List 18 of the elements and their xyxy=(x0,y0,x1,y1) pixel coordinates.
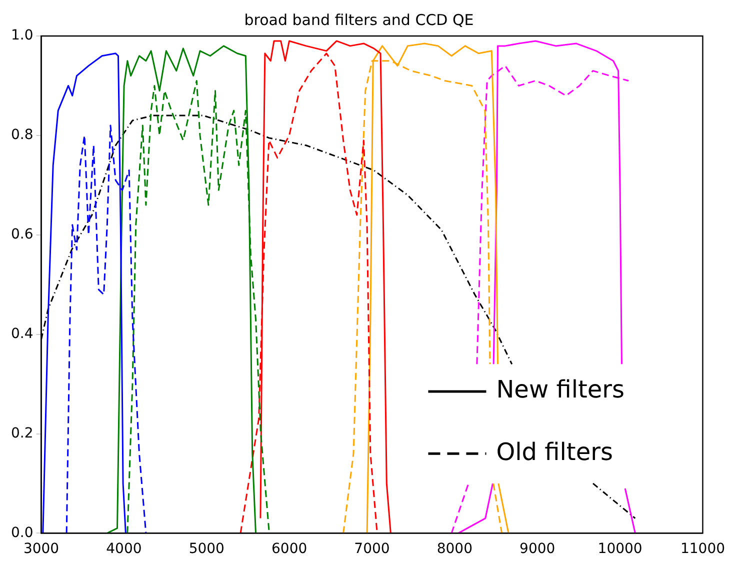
chart-title: broad band filters and CCD QE xyxy=(244,10,474,29)
x-tick-label: 4000 xyxy=(106,541,142,558)
x-tick-label: 6000 xyxy=(271,541,308,558)
x-tick-label: 9000 xyxy=(520,541,556,558)
x-tick-label: 11000 xyxy=(680,541,726,558)
y-tick-label: 0.4 xyxy=(11,326,34,342)
y-tick-label: 0.2 xyxy=(11,425,34,442)
x-tick-label: 5000 xyxy=(188,541,224,558)
y-tick-label: 0.8 xyxy=(11,127,34,144)
x-tick-label: 8000 xyxy=(436,541,472,558)
x-tick-label: 3000 xyxy=(23,541,60,558)
x-tick-label: 10000 xyxy=(598,541,642,558)
annotation: New filters xyxy=(496,376,625,404)
y-tick-label: 0.0 xyxy=(11,524,34,541)
y-tick-label: 1.0 xyxy=(11,28,34,44)
y-tick-label: 0.6 xyxy=(11,226,34,243)
annotation: Old filters xyxy=(496,438,613,466)
x-tick-label: 7000 xyxy=(354,541,390,558)
